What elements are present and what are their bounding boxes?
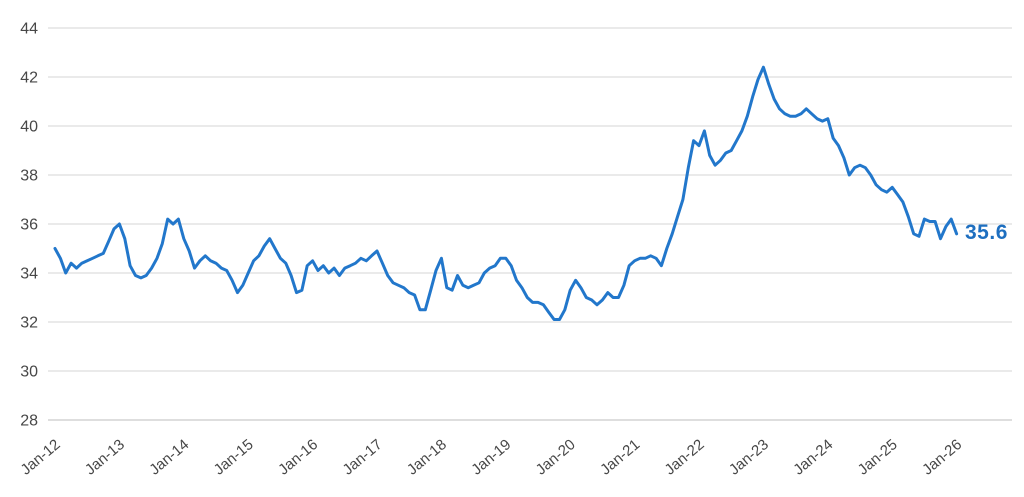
x-tick-label: Jan-25 [855,436,901,479]
y-tick-label: 38 [20,168,38,185]
x-tick-label: Jan-19 [468,436,514,479]
x-tick-label: Jan-21 [597,436,643,479]
data-series-line [53,65,959,321]
y-tick-label: 28 [20,413,38,430]
x-tick-label: Jan-17 [340,436,386,479]
y-tick-label: 40 [20,119,38,136]
x-tick-label: Jan-18 [404,436,450,479]
x-tick-label: Jan-14 [146,436,192,479]
y-tick-label: 34 [20,266,38,283]
x-tick-label: Jan-20 [533,436,579,479]
x-tick-label: Jan-16 [275,436,321,479]
x-tick-label: Jan-13 [82,436,128,479]
x-tick-label: Jan-24 [790,436,836,479]
x-tick-label: Jan-15 [211,436,257,479]
x-tick-label: Jan-23 [726,436,772,479]
x-tick-label: Jan-12 [18,436,64,479]
y-tick-label: 32 [20,315,38,332]
x-tick-label: Jan-26 [919,436,965,479]
last-value-label: 35.6 [965,221,1008,244]
y-tick-label: 44 [20,21,38,38]
y-tick-label: 30 [20,364,38,381]
y-tick-label: 36 [20,217,38,234]
y-tick-label: 42 [20,70,38,87]
x-tick-label: Jan-22 [662,436,708,479]
